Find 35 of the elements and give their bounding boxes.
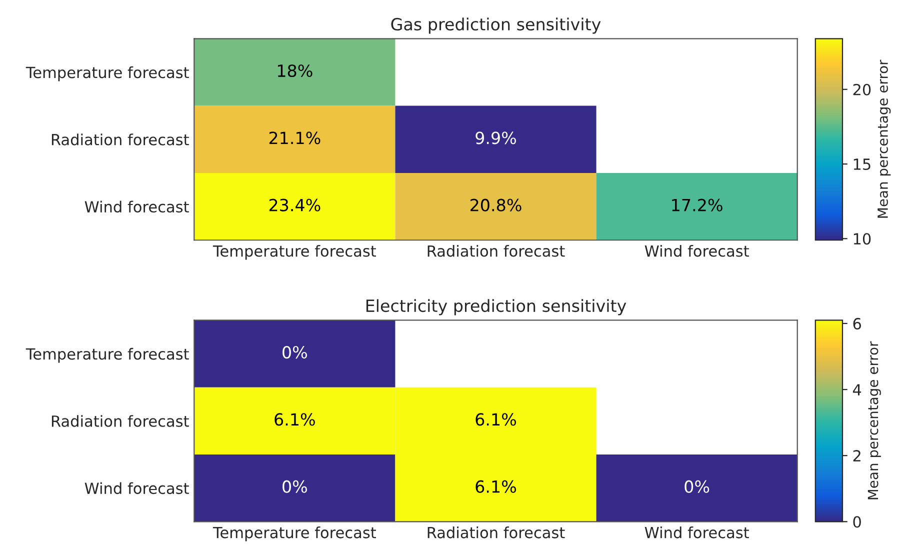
data-label: 6.1% (476, 413, 516, 426)
data-label: 9.9% (476, 132, 516, 144)
color-bar-label: 4 (852, 384, 862, 396)
data-label: 6.1% (476, 480, 516, 493)
color-bar-title: Mean percentage error (868, 341, 881, 500)
data-label: 6.1% (274, 413, 315, 426)
y-tick-label: Radiation forecast (52, 415, 189, 427)
data-label: 17.2% (672, 198, 722, 212)
data-label: 18% (278, 64, 312, 78)
color-bar-title: Mean percentage error (878, 60, 891, 218)
color-bar-label: 10 (854, 233, 871, 245)
x-tick-label: Temperature forecast (212, 526, 376, 542)
y-tick-label: Wind forecast (84, 482, 189, 494)
y-tick-label: Temperature forecast (26, 348, 189, 363)
x-tick-label: Wind forecast (644, 526, 749, 538)
color-bar-label: 6 (853, 318, 861, 330)
x-tick-label: Radiation forecast (428, 526, 565, 538)
chart-title: Electricity prediction sensitivity (366, 299, 626, 316)
x-tick-label: Radiation forecast (428, 244, 565, 257)
y-tick-label: Radiation forecast (52, 134, 189, 146)
x-tick-label: Wind forecast (644, 244, 749, 257)
data-label: 21.1% (269, 132, 320, 144)
data-label: 20.8% (470, 198, 522, 212)
chart-title: Gas prediction sensitivity (391, 18, 601, 34)
y-tick-label: Temperature forecast (26, 66, 189, 82)
data-label: 0% (282, 480, 307, 493)
data-label: 23.4% (269, 198, 320, 212)
color-bar-label: 0 (853, 516, 861, 528)
data-label: 0% (282, 346, 307, 359)
color-bar-label: 15 (854, 158, 870, 170)
y-tick-label: Wind forecast (84, 200, 189, 213)
color-bar-label: 2 (853, 450, 860, 462)
data-label: 0% (684, 480, 710, 493)
color-bar-label: 20 (853, 84, 871, 96)
x-tick-label: Temperature forecast (212, 244, 376, 260)
